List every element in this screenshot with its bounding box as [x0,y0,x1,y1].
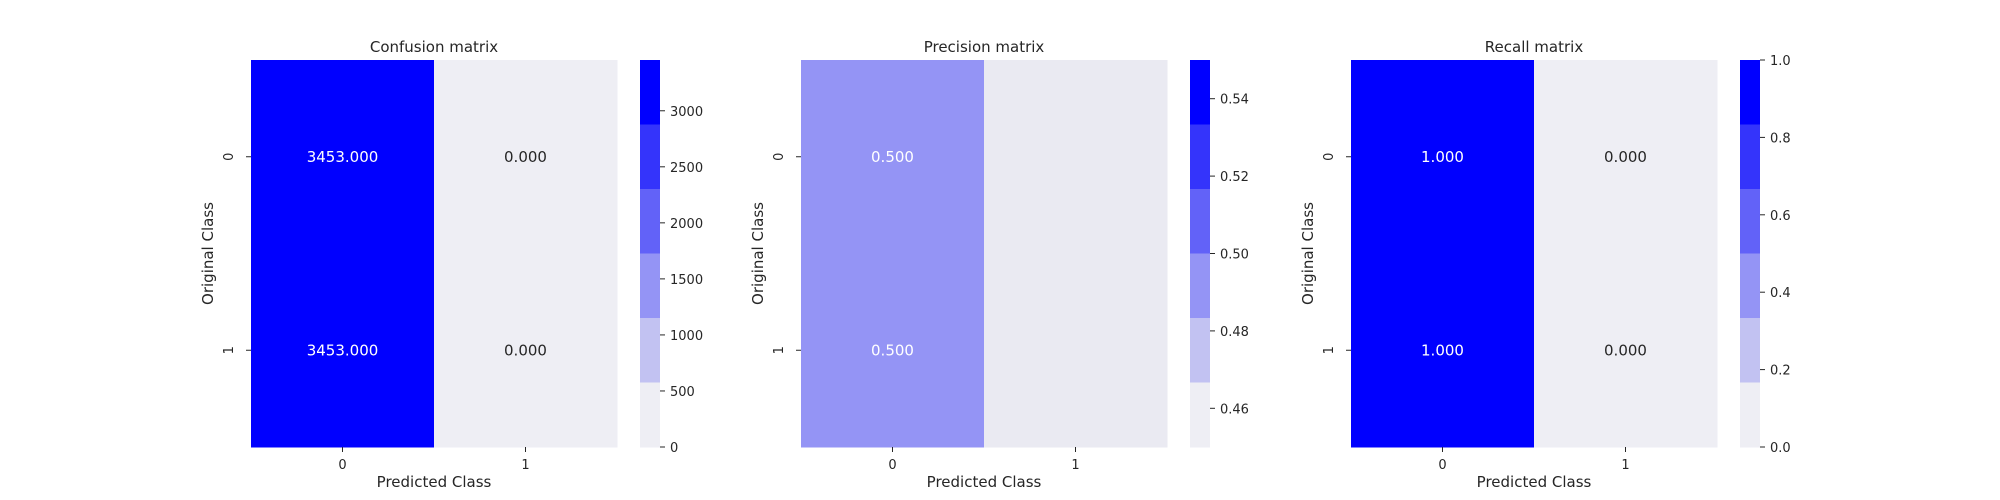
y-tick-label: 1 [772,346,787,354]
cell-label: 0.000 [1604,148,1647,166]
colorbar-tick-label: 0.48 [1220,325,1249,340]
colorbar-band [640,124,660,190]
colorbar-band [1190,60,1210,125]
colorbar-band [640,253,660,319]
cell-label: 1.000 [1421,341,1464,359]
colorbar-band [1740,382,1760,448]
heatmap-cell [434,60,618,254]
colorbar-tick-label: 2500 [670,161,703,176]
cell-label: 0.500 [871,148,914,166]
heatmap-cell [251,253,435,448]
heatmap-panel-0: Confusion matrix 3453.000 0.000 3453.000 0.0… [199,38,703,491]
y-tick-label: 1 [1322,346,1337,354]
colorbar-tick-label: 1.0 [1770,54,1791,69]
colorbar-tick-label: 2000 [670,217,703,232]
cell-label: 0.000 [1604,341,1647,359]
colorbar-tick-label: 0.54 [1220,93,1249,108]
colorbar-tick-label: 0.50 [1220,248,1249,263]
colorbar-tick-label: 0 [670,441,678,456]
colorbar-band [1740,60,1760,125]
cell-label: 3453.000 [307,341,379,359]
colorbar-tick-label: 0.52 [1220,170,1249,185]
heatmap-cell [801,253,985,448]
colorbar-band [1190,318,1210,383]
x-tick-label: 0 [888,458,896,473]
heatmap-cell [1351,60,1535,254]
y-tick-label: 0 [222,153,237,161]
heatmap-panel-2: Recall matrix 1.000 0.000 1.000 0.000 0 1 Predi… [1299,38,1791,491]
heatmap-cell [1351,253,1535,448]
x-tick-label: 0 [338,458,346,473]
colorbar-tick-label: 3000 [670,105,703,120]
colorbar-tick-label: 0.4 [1770,286,1791,301]
cell-label: 3453.000 [307,148,379,166]
colorbar-tick-label: 0.0 [1770,441,1791,456]
colorbar-band [1740,318,1760,383]
y-tick-label: 0 [1322,153,1337,161]
colorbar-tick-label: 0.46 [1220,402,1249,417]
chart-title: Precision matrix [924,38,1045,56]
heatmap-cell [251,60,435,254]
colorbar-band [1190,253,1210,319]
cell-label: 1.000 [1421,148,1464,166]
colorbar-band [640,60,660,125]
y-axis-label: Original Class [749,202,767,305]
y-tick-label: 0 [772,153,787,161]
colorbar-band [1190,189,1210,254]
x-tick-label: 1 [1621,458,1629,473]
colorbar-tick-label: 0.8 [1770,131,1791,146]
colorbar-tick-label: 1500 [670,273,703,288]
heatmap-cell [801,60,985,254]
colorbar-tick-label: 0.2 [1770,364,1791,379]
x-axis-label: Predicted Class [377,473,492,491]
colorbar-band [1190,382,1210,448]
x-tick-label: 1 [521,458,529,473]
heatmap-cell [1534,253,1718,448]
x-tick-label: 0 [1438,458,1446,473]
colorbar-tick-label: 1000 [670,329,703,344]
heatmap-cell [1534,60,1718,254]
chart-title: Confusion matrix [370,38,498,56]
x-tick-label: 1 [1071,458,1079,473]
colorbar-tick-label: 500 [670,385,695,400]
y-axis-label: Original Class [199,202,217,305]
colorbar-band [640,318,660,383]
colorbar-tick-label: 0.6 [1770,209,1791,224]
colorbar-band [640,382,660,448]
y-axis-label: Original Class [1299,202,1317,305]
heatmap-cell [434,253,618,448]
y-tick-label: 1 [222,346,237,354]
heatmap-cell [984,253,1168,448]
colorbar-band [640,189,660,254]
cell-label: 0.500 [871,341,914,359]
x-axis-label: Predicted Class [927,473,1042,491]
colorbar-band [1740,189,1760,254]
x-axis-label: Predicted Class [1477,473,1592,491]
colorbar-band [1740,124,1760,190]
cell-label: 0.000 [504,148,547,166]
heatmap-cell [984,60,1168,254]
colorbar-band [1740,253,1760,319]
chart-title: Recall matrix [1485,38,1584,56]
colorbar-band [1190,124,1210,190]
cell-label: 0.000 [504,341,547,359]
